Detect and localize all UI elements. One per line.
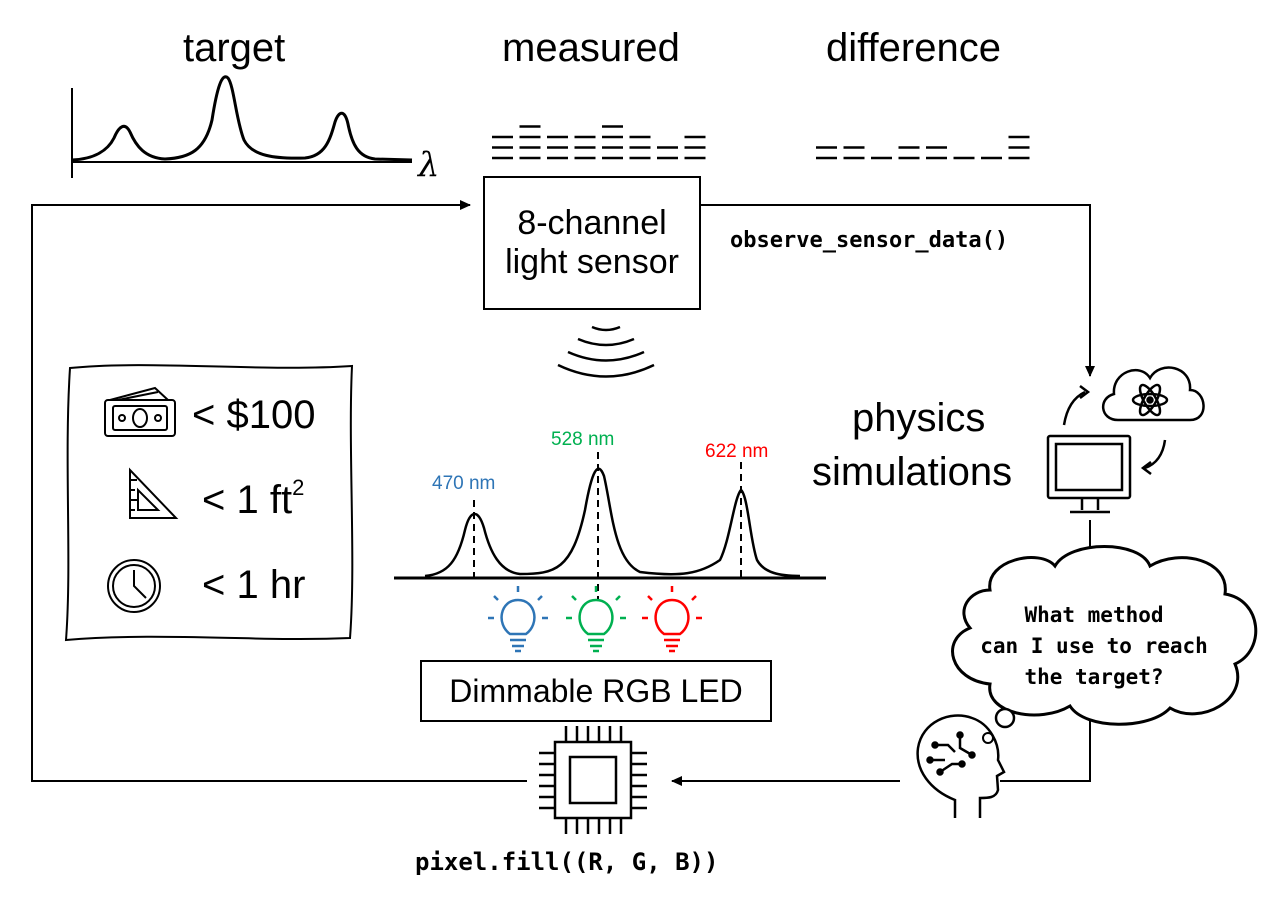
target-spectrum <box>71 75 413 178</box>
ai-to-chip-arrow <box>1000 720 1091 782</box>
constraint-time-text: < 1 hr <box>202 563 306 607</box>
thought-line-1: What method <box>1024 603 1164 627</box>
difference-bars <box>816 135 1030 160</box>
simulations-label: simulations <box>812 450 1013 494</box>
microchip-icon <box>539 726 647 834</box>
wavelength-470-label: 470 nm <box>432 473 496 494</box>
observe-arrow <box>652 204 1095 377</box>
difference-label: difference <box>826 26 1001 70</box>
constraint-time: < 1 hr <box>202 565 305 605</box>
constraint-area-sup: 2 <box>292 475 305 500</box>
led-bulb-icon-1 <box>566 586 626 653</box>
target-label: target <box>183 26 286 70</box>
cloud-atom-icon <box>1102 366 1205 422</box>
set-square-icon <box>129 467 179 519</box>
thought-line-2: can I use to reach <box>980 634 1208 658</box>
light-sensor-box: 8-channel light sensor <box>483 176 701 310</box>
clock-icon <box>107 559 161 613</box>
constraint-area-text: < 1 ft <box>202 478 293 522</box>
led-bulbs <box>488 586 702 653</box>
money-icon <box>104 386 176 437</box>
cycle-arrows-icon <box>1062 385 1167 475</box>
rgb-led-box: Dimmable RGB LED <box>420 660 772 722</box>
wavelength-622-label: 622 nm <box>705 441 769 462</box>
sensor-line-2: light sensor <box>505 243 679 281</box>
measured-label: measured <box>502 26 680 70</box>
signal-waves-icon <box>557 325 655 378</box>
led-box-label: Dimmable RGB LED <box>449 672 743 709</box>
observe-sensor-call: observe_sensor_data() <box>730 228 1009 253</box>
led-bulb-icon-2 <box>642 586 702 653</box>
led-spectrum <box>394 452 826 600</box>
pixel-fill-call: pixel.fill((R, G, B)) <box>415 848 719 876</box>
sensor-line-1: 8-channel <box>517 203 667 242</box>
target-curve <box>71 75 413 162</box>
led-spectrum-curve <box>424 467 801 578</box>
constraint-cost: < $100 <box>192 395 315 435</box>
constraints-frame <box>64 364 354 642</box>
led-bulb-icon-0 <box>488 586 548 653</box>
constraint-area: < 1 ft2 <box>202 475 305 522</box>
measured-bars <box>492 125 706 160</box>
physics-label: physics <box>852 396 986 440</box>
lambda-label: λ <box>418 145 440 185</box>
feedback-arrow <box>31 200 527 782</box>
ai-head-icon <box>916 714 1006 818</box>
thought-bubble-large <box>994 707 1016 729</box>
thought-line-3: the target? <box>1024 665 1164 689</box>
thought-cloud <box>951 545 1258 726</box>
monitor-icon <box>1046 434 1132 514</box>
wavelength-528-label: 528 nm <box>551 429 615 450</box>
thought-text: What method can I use to reach the targe… <box>944 600 1244 693</box>
constraint-cost-text: < $100 <box>192 393 316 437</box>
